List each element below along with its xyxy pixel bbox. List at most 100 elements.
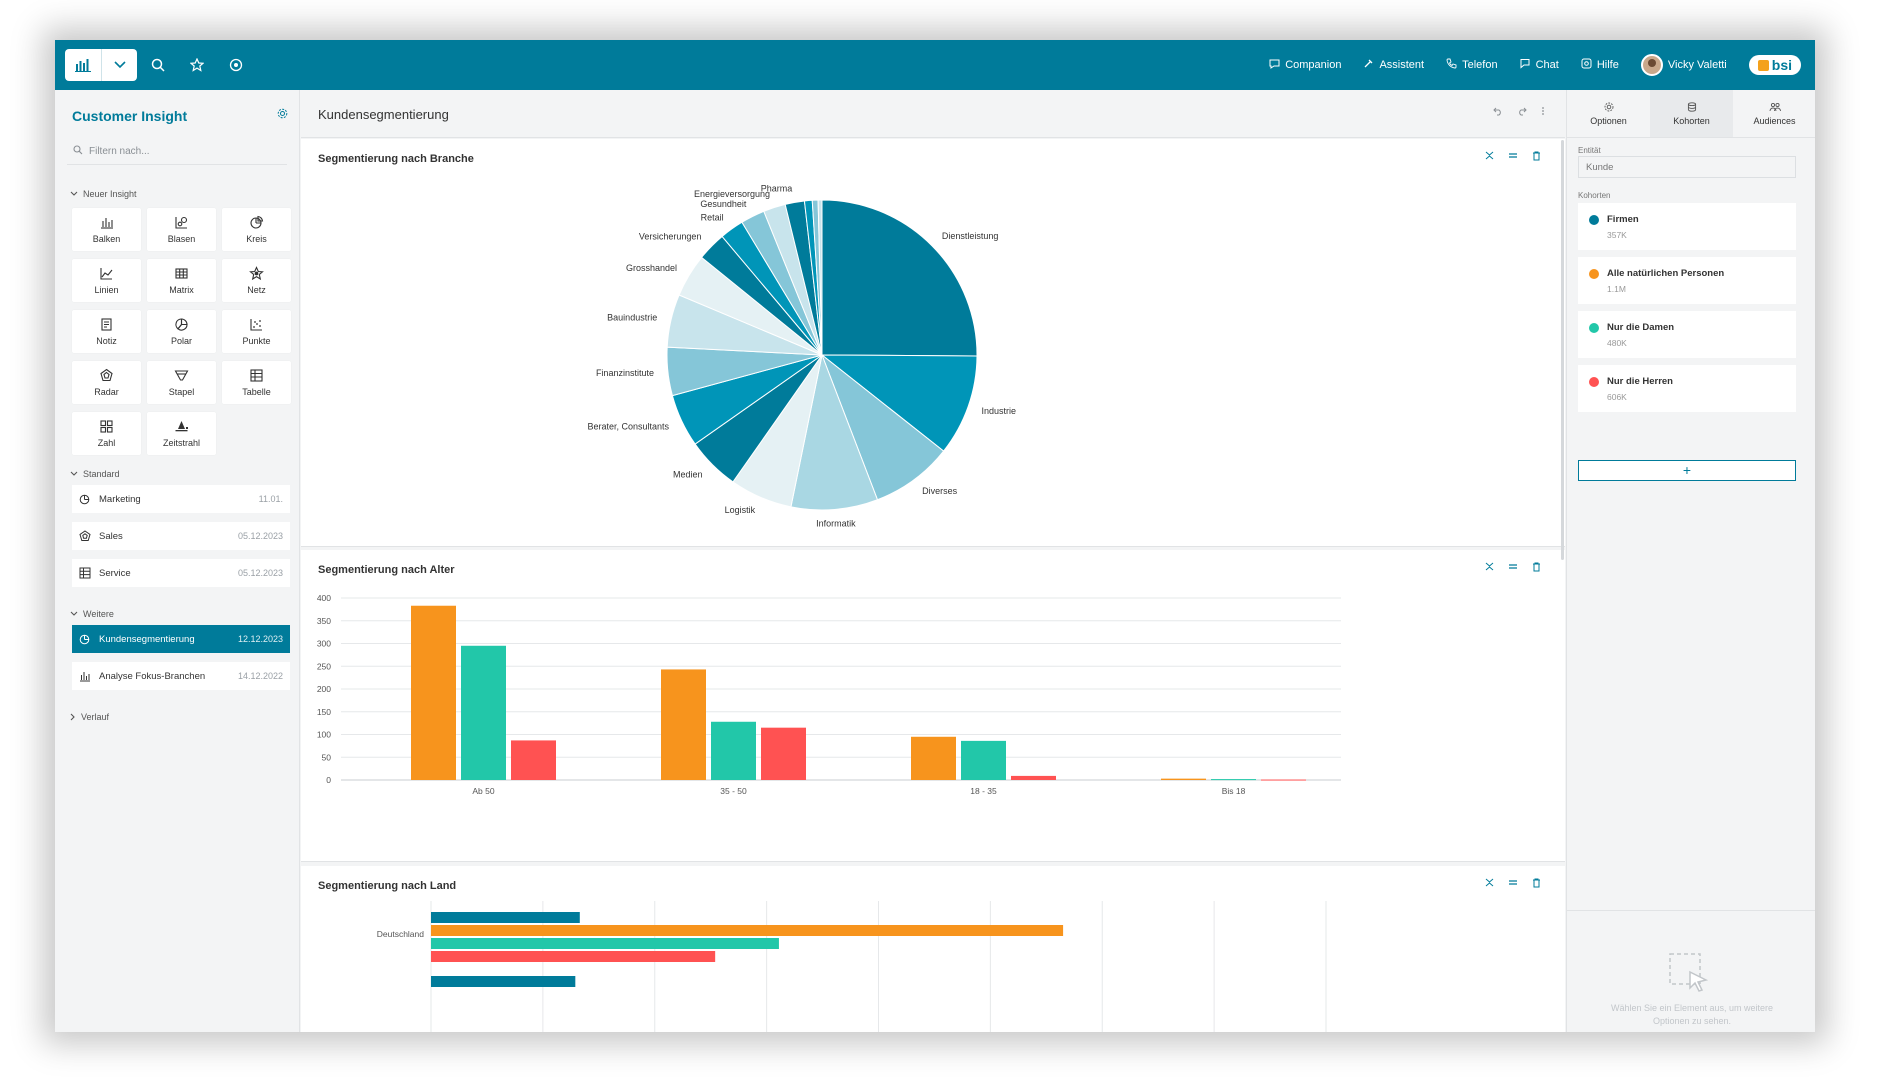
main-header: Kundensegmentierung bbox=[301, 90, 1565, 138]
section-neuer-insight[interactable]: Neuer Insight bbox=[70, 189, 137, 199]
funnel-icon bbox=[174, 370, 189, 381]
nav-hilfe-label: Hilfe bbox=[1596, 59, 1619, 71]
nav-hilfe[interactable]: Hilfe bbox=[1581, 58, 1619, 72]
right-panel: Optionen Kohorten Audiences Entität Kund… bbox=[1566, 90, 1815, 1032]
card-toolbar bbox=[1485, 878, 1541, 888]
timeline-icon bbox=[175, 421, 188, 432]
options-icon bbox=[1604, 102, 1613, 111]
filter-input[interactable]: Filtern nach... bbox=[67, 139, 287, 165]
tile-radar[interactable]: Radar bbox=[72, 361, 141, 404]
section-weitere[interactable]: Weitere bbox=[70, 609, 114, 619]
bar bbox=[1261, 779, 1306, 781]
tile-netz[interactable]: Netz bbox=[222, 259, 291, 302]
bar bbox=[1211, 779, 1256, 781]
tile-balken[interactable]: Balken bbox=[72, 208, 141, 251]
app-window: Companion Assistent Telefon Chat Hilfe V… bbox=[55, 40, 1815, 1032]
tile-blasen[interactable]: Blasen bbox=[147, 208, 216, 251]
cohort-alle-natuerlichen-personen[interactable]: Alle natürlichen Personen 1.1M bbox=[1578, 257, 1796, 304]
section-label: Verlauf bbox=[81, 712, 110, 722]
tile-notiz[interactable]: Notiz bbox=[72, 310, 141, 353]
chevron-down-icon bbox=[70, 191, 78, 196]
tile-label: Kreis bbox=[246, 234, 267, 244]
chevron-down-icon[interactable] bbox=[101, 49, 137, 81]
drag-handle-icon[interactable] bbox=[1508, 562, 1518, 571]
section-verlauf[interactable]: Verlauf bbox=[70, 712, 109, 722]
redo-icon[interactable] bbox=[1517, 106, 1527, 116]
cohort-nur-die-herren[interactable]: Nur die Herren 606K bbox=[1578, 365, 1796, 412]
bar bbox=[461, 645, 506, 780]
tile-label: Zeitstrahl bbox=[162, 438, 200, 448]
tile-matrix[interactable]: Matrix bbox=[147, 259, 216, 302]
nav-assistent-label: Assistent bbox=[1379, 59, 1425, 71]
collapse-icon[interactable] bbox=[1485, 878, 1494, 887]
section-standard[interactable]: Standard bbox=[70, 469, 120, 479]
tile-polar[interactable]: Polar bbox=[147, 310, 216, 353]
target-icon[interactable] bbox=[226, 55, 246, 75]
assistant-icon bbox=[1363, 58, 1374, 72]
main-area: Kundensegmentierung Segmentierung nach B… bbox=[301, 90, 1565, 1032]
tab-audiences[interactable]: Audiences bbox=[1733, 90, 1815, 137]
y-tick-label: 150 bbox=[317, 707, 331, 717]
nav-chat[interactable]: Chat bbox=[1520, 58, 1559, 72]
pie-label: Medien bbox=[673, 470, 703, 480]
list-item-kundensegmentierung[interactable]: Kundensegmentierung 12.12.2023 bbox=[72, 625, 290, 653]
entity-field[interactable]: Kunde bbox=[1578, 156, 1796, 178]
bar bbox=[431, 925, 1064, 936]
add-cohort-button[interactable]: + bbox=[1578, 460, 1796, 481]
radar-icon bbox=[100, 368, 113, 382]
list-item-marketing[interactable]: Marketing 11.01. bbox=[72, 485, 290, 513]
nav-assistent[interactable]: Assistent bbox=[1363, 58, 1424, 72]
list-item-service[interactable]: Service 05.12.2023 bbox=[72, 559, 290, 587]
avatar[interactable] bbox=[1640, 54, 1663, 76]
bar bbox=[961, 740, 1006, 780]
drag-handle-icon[interactable] bbox=[1508, 878, 1518, 887]
cohort-firmen[interactable]: Firmen 357K bbox=[1578, 203, 1796, 250]
cohort-nur-die-damen[interactable]: Nur die Damen 480K bbox=[1578, 311, 1796, 358]
list-item-analyse-fokus-branchen[interactable]: Analyse Fokus-Branchen 14.12.2022 bbox=[72, 662, 290, 690]
pie-label: Grosshandel bbox=[626, 263, 677, 273]
list-item-date: 11.01. bbox=[258, 494, 283, 504]
tile-zeitstrahl[interactable]: Zeitstrahl bbox=[147, 412, 216, 455]
tab-optionen[interactable]: Optionen bbox=[1567, 90, 1650, 137]
tile-punkte[interactable]: Punkte bbox=[222, 310, 291, 353]
collapse-icon[interactable] bbox=[1485, 562, 1494, 571]
card-title: Segmentierung nach Alter bbox=[318, 564, 455, 576]
nav-telefon[interactable]: Telefon bbox=[1446, 58, 1498, 72]
delete-icon[interactable] bbox=[1532, 562, 1541, 572]
scrollbar[interactable] bbox=[1561, 140, 1564, 560]
age-bar-chart: 0 50 100 150 200 250 300 350 400 Ab 50 35 - 50 18 -… bbox=[317, 593, 1341, 796]
y-tick-label: 100 bbox=[317, 730, 331, 740]
bar bbox=[411, 605, 456, 780]
pie-slice bbox=[817, 199, 823, 356]
tile-label: Matrix bbox=[169, 285, 194, 295]
drag-handle-icon[interactable] bbox=[1508, 151, 1518, 160]
y-tick-label: 400 bbox=[317, 593, 331, 603]
nav-companion[interactable]: Companion bbox=[1269, 58, 1341, 72]
entity-label: Entität bbox=[1578, 146, 1601, 155]
user-menu[interactable]: Vicky Valetti bbox=[1640, 54, 1727, 76]
tile-zahl[interactable]: Zahl bbox=[72, 412, 141, 455]
nav-chat-label: Chat bbox=[1535, 59, 1559, 71]
tile-tabelle[interactable]: Tabelle bbox=[222, 361, 291, 404]
search-icon[interactable] bbox=[148, 55, 168, 75]
delete-icon[interactable] bbox=[1532, 878, 1541, 888]
delete-icon[interactable] bbox=[1532, 151, 1541, 161]
collapse-icon[interactable] bbox=[1485, 151, 1494, 160]
tab-kohorten[interactable]: Kohorten bbox=[1650, 90, 1733, 137]
tile-label: Balken bbox=[92, 234, 121, 244]
y-tick-label: 0 bbox=[326, 775, 331, 785]
tile-stapel[interactable]: Stapel bbox=[147, 361, 216, 404]
list-item-date: 05.12.2023 bbox=[237, 568, 283, 578]
polar-chart-icon bbox=[175, 318, 188, 331]
more-vertical-icon[interactable] bbox=[1541, 106, 1545, 116]
list-item-sales[interactable]: Sales 05.12.2023 bbox=[72, 522, 290, 550]
star-icon[interactable] bbox=[187, 55, 207, 75]
tile-linien[interactable]: Linien bbox=[72, 259, 141, 302]
companion-icon bbox=[1269, 58, 1280, 72]
app-switcher[interactable] bbox=[65, 49, 137, 81]
insight-logo-icon[interactable] bbox=[65, 49, 101, 81]
bar bbox=[431, 951, 716, 962]
tile-kreis[interactable]: Kreis bbox=[222, 208, 291, 251]
undo-icon[interactable] bbox=[1493, 106, 1503, 116]
settings-gear-icon[interactable] bbox=[277, 108, 288, 122]
